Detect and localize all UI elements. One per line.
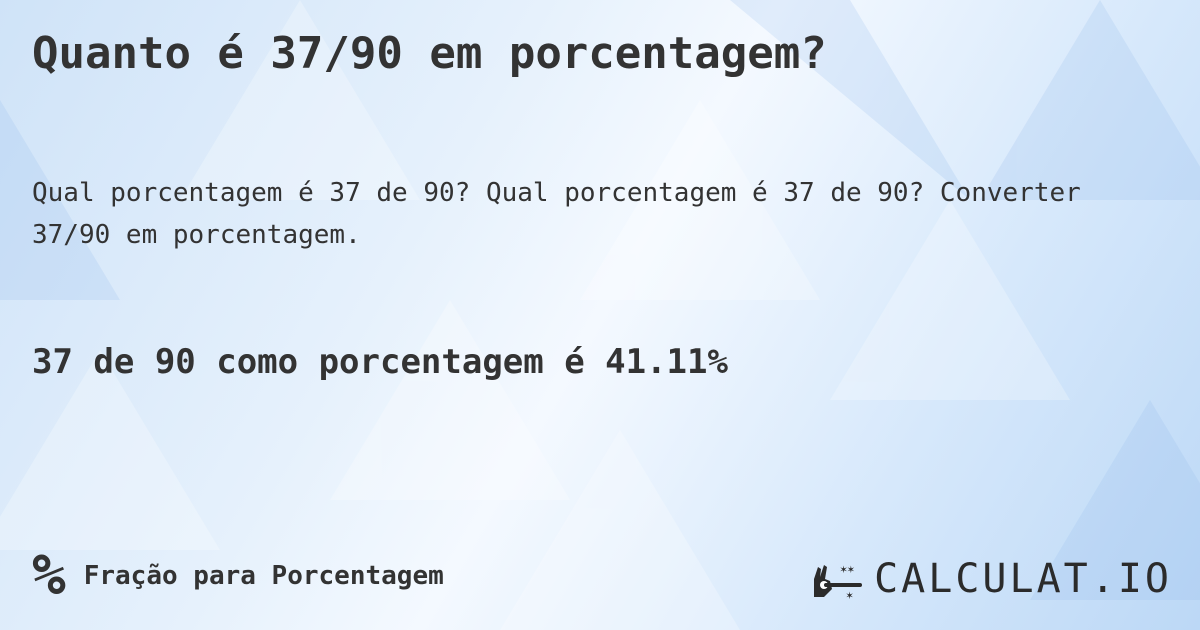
answer: 37 de 90 como porcentagem é 41.11% (32, 342, 728, 382)
logo[interactable]: ✶✶ ✶ CALCULAT.IO (810, 556, 1172, 602)
page-title: Quanto é 37/90 em porcentagem? (32, 28, 827, 79)
logo-text: CALCULAT.IO (874, 556, 1172, 602)
percent-icon: % (32, 543, 66, 608)
subtitle: Qual porcentagem é 37 de 90? Qual porcen… (32, 178, 1081, 250)
svg-text:✶✶: ✶✶ (840, 562, 854, 576)
svg-text:✶: ✶ (846, 588, 853, 601)
category-link[interactable]: % Fração para Porcentagem (32, 548, 444, 604)
category-label: Fração para Porcentagem (83, 561, 444, 591)
magic-hand-wand-icon: ✶✶ ✶ (814, 562, 863, 601)
